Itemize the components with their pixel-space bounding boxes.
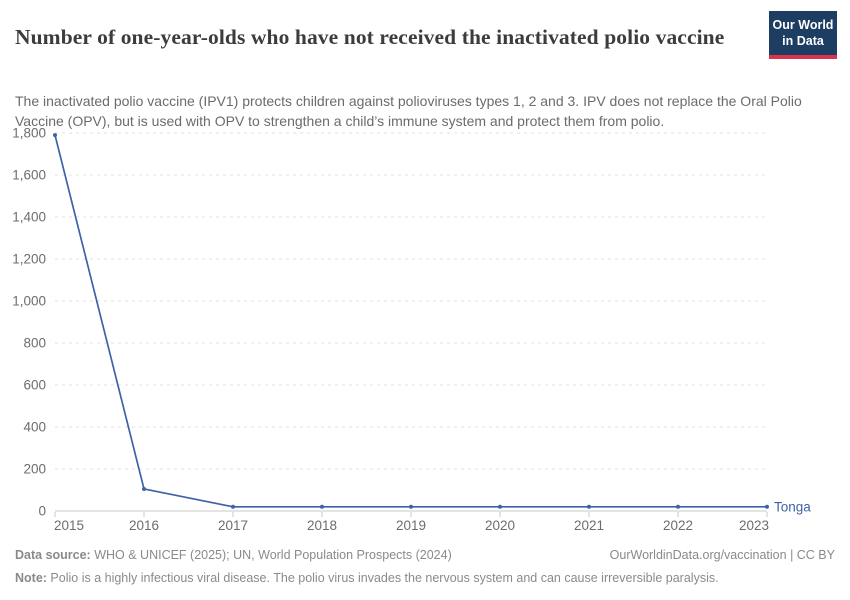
y-tick-label: 1,400 <box>12 210 46 225</box>
x-tick-label: 2023 <box>739 518 769 533</box>
y-tick-label: 1,000 <box>12 294 46 309</box>
owid-logo: Our World in Data <box>769 11 837 59</box>
data-point <box>765 504 769 509</box>
x-tick-label: 2021 <box>574 518 604 533</box>
chart-footer: Data source: WHO & UNICEF (2025); UN, Wo… <box>15 544 835 589</box>
page-subtitle: The inactivated polio vaccine (IPV1) pro… <box>15 93 802 130</box>
y-tick-label: 200 <box>23 462 46 477</box>
data-point <box>676 504 680 509</box>
y-tick-label: 1,800 <box>12 126 46 141</box>
data-point <box>320 504 324 509</box>
data-line <box>54 134 767 508</box>
y-tick-label: 800 <box>23 336 46 351</box>
line-chart: 0 200 400 600 800 1,000 1,200 1,400 1,600 1,800 20… <box>12 126 811 534</box>
note-label: Note: <box>15 570 47 585</box>
data-point <box>53 133 57 138</box>
footer-note-line: Note: Polio is a highly infectious viral… <box>15 567 835 590</box>
series-label: Tonga <box>774 499 811 514</box>
data-source-line: Data source: WHO & UNICEF (2025); UN, Wo… <box>15 544 452 567</box>
data-source-label: Data source: <box>15 548 91 562</box>
data-source-text: WHO & UNICEF (2025); UN, World Populatio… <box>90 548 452 562</box>
y-tick-label: 1,600 <box>12 168 46 183</box>
x-tick-label: 2019 <box>396 518 426 533</box>
owid-logo-line1: Our World <box>772 18 834 32</box>
footer-row-sources: Data source: WHO & UNICEF (2025); UN, Wo… <box>15 544 835 567</box>
page-title: Number of one-year-olds who have not rec… <box>15 25 725 50</box>
data-point <box>409 504 413 509</box>
y-tick-label: 400 <box>23 420 46 435</box>
y-tick-label: 0 <box>38 504 46 519</box>
note-text: Polio is a highly infectious viral disea… <box>46 570 719 585</box>
data-point <box>587 504 591 509</box>
data-point <box>231 504 235 509</box>
data-point <box>142 486 146 491</box>
x-tick-label: 2016 <box>129 518 159 533</box>
x-tick-label: 2022 <box>663 518 693 533</box>
x-tick-label: 2015 <box>54 518 84 533</box>
x-tick-label: 2018 <box>307 518 337 533</box>
y-tick-label: 600 <box>23 378 46 393</box>
y-tick-label: 1,200 <box>12 252 46 267</box>
x-tick-label: 2020 <box>485 518 515 533</box>
data-point <box>498 504 502 509</box>
owid-license-link[interactable]: OurWorldinData.org/vaccination | CC BY <box>609 548 835 562</box>
x-tick-label: 2017 <box>218 518 248 533</box>
owid-logo-line2: in Data <box>782 34 824 49</box>
